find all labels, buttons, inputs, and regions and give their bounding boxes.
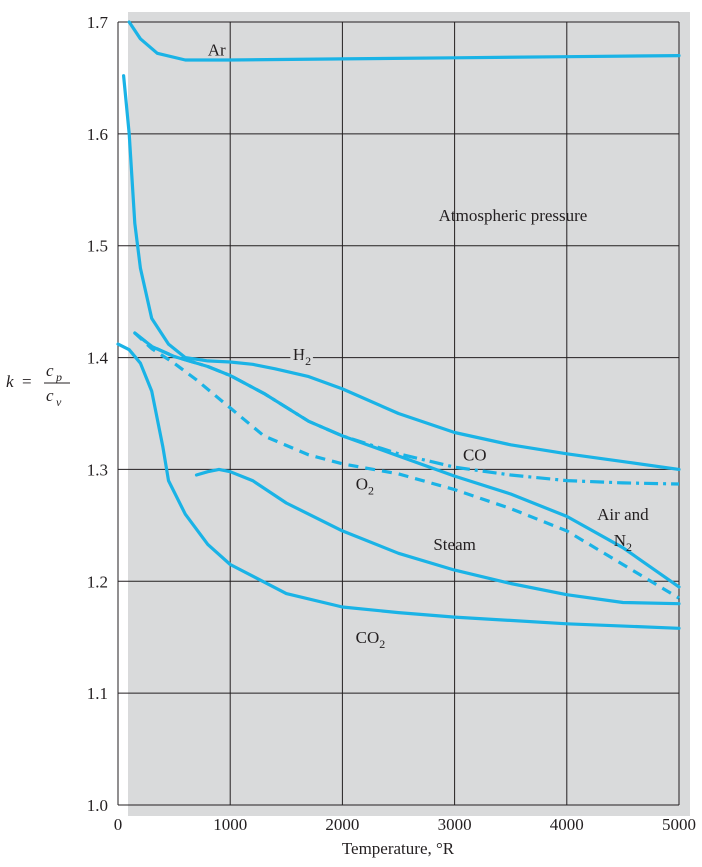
x-tick-label-4000: 4000 — [550, 815, 584, 834]
series-line-steam — [194, 467, 681, 606]
y-tick-label-1.6: 1.6 — [87, 125, 108, 144]
series-line-co2 — [116, 342, 681, 630]
series-line-co — [133, 331, 680, 486]
x-tick-label-1000: 1000 — [213, 815, 247, 834]
grid-lines — [117, 21, 680, 806]
y-tick-label-1.0: 1.0 — [87, 796, 108, 815]
annotation-atmospheric-pressure: Atmospheric pressure — [439, 206, 588, 225]
tick-labels: 0 1000 2000 3000 4000 5000 1.0 1.1 1.2 1.3 1.4 1.5 1… — [87, 13, 696, 834]
y-axis-label-numerator: c — [46, 361, 54, 380]
series-label-ar: Ar — [208, 41, 226, 60]
y-axis-label: k = c p c v — [6, 361, 70, 409]
x-tick-label-5000: 5000 — [662, 815, 696, 834]
x-tick-label-3000: 3000 — [438, 815, 472, 834]
series-line-ar — [127, 20, 681, 62]
series-label-air-and2: Air and — [597, 505, 649, 524]
y-tick-label-1.7: 1.7 — [87, 13, 109, 32]
series-label-co: CO — [463, 445, 487, 464]
series-line-h2 — [122, 74, 681, 471]
series-line-o2 — [133, 331, 680, 600]
plot-panel — [128, 12, 690, 816]
y-axis-label-k: k — [6, 372, 14, 391]
y-tick-label-1.5: 1.5 — [87, 237, 108, 256]
y-axis-label-numerator-sub: p — [55, 370, 62, 384]
y-tick-label-1.4: 1.4 — [87, 349, 109, 368]
series-label-co2: CO2 — [356, 628, 386, 651]
y-axis-label-denominator-sub: v — [56, 395, 62, 409]
series-lines — [116, 20, 681, 630]
x-tick-label-2000: 2000 — [325, 815, 359, 834]
y-tick-label-1.1: 1.1 — [87, 684, 108, 703]
y-tick-label-1.3: 1.3 — [87, 460, 108, 479]
y-axis-label-denominator: c — [46, 386, 54, 405]
x-tick-label-0: 0 — [114, 815, 123, 834]
y-axis-label-eq: = — [22, 372, 32, 391]
series-label-steam: Steam — [433, 535, 476, 554]
x-axis-label: Temperature, °R — [342, 839, 455, 858]
series-line-air-and2 — [133, 331, 681, 589]
y-tick-label-1.2: 1.2 — [87, 572, 108, 591]
